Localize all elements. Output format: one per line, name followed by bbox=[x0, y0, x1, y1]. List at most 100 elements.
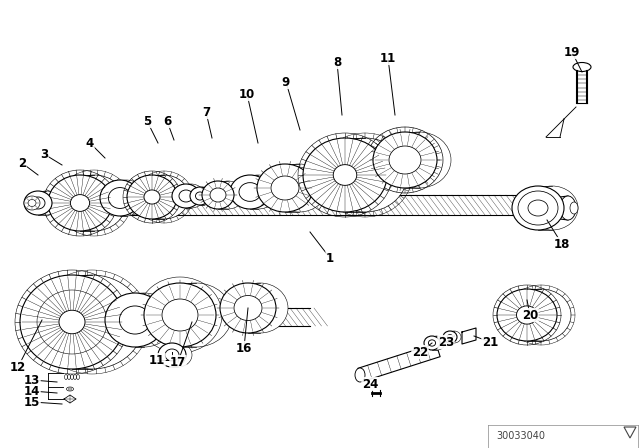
Ellipse shape bbox=[570, 202, 578, 214]
Ellipse shape bbox=[526, 186, 578, 230]
Text: 15: 15 bbox=[24, 396, 40, 409]
Ellipse shape bbox=[220, 283, 276, 333]
Ellipse shape bbox=[194, 187, 214, 205]
Ellipse shape bbox=[195, 192, 205, 200]
Ellipse shape bbox=[433, 340, 440, 346]
Ellipse shape bbox=[560, 196, 576, 220]
Text: 11: 11 bbox=[380, 52, 396, 65]
Ellipse shape bbox=[373, 132, 437, 188]
Ellipse shape bbox=[32, 191, 60, 215]
Ellipse shape bbox=[144, 283, 216, 347]
Ellipse shape bbox=[59, 310, 85, 334]
Text: 13: 13 bbox=[24, 374, 40, 387]
Text: 8: 8 bbox=[333, 56, 341, 69]
Ellipse shape bbox=[239, 183, 261, 201]
Ellipse shape bbox=[512, 186, 564, 230]
Text: 22: 22 bbox=[412, 345, 428, 358]
Ellipse shape bbox=[48, 175, 112, 231]
Ellipse shape bbox=[24, 196, 40, 210]
Text: 30033040: 30033040 bbox=[496, 431, 545, 441]
Ellipse shape bbox=[387, 132, 451, 188]
Text: 10: 10 bbox=[239, 87, 255, 100]
Text: 12: 12 bbox=[10, 361, 26, 374]
Ellipse shape bbox=[28, 199, 36, 207]
Ellipse shape bbox=[516, 306, 538, 324]
Ellipse shape bbox=[165, 349, 179, 361]
Ellipse shape bbox=[323, 138, 407, 212]
Ellipse shape bbox=[247, 183, 269, 201]
Ellipse shape bbox=[424, 336, 440, 350]
Ellipse shape bbox=[164, 343, 192, 367]
Ellipse shape bbox=[179, 190, 193, 202]
Ellipse shape bbox=[62, 175, 126, 231]
Ellipse shape bbox=[451, 335, 457, 340]
Ellipse shape bbox=[541, 199, 563, 217]
Ellipse shape bbox=[20, 275, 124, 369]
Ellipse shape bbox=[232, 283, 288, 333]
Text: 16: 16 bbox=[236, 341, 252, 354]
Ellipse shape bbox=[162, 299, 198, 331]
Ellipse shape bbox=[200, 192, 209, 200]
Ellipse shape bbox=[158, 343, 186, 367]
Ellipse shape bbox=[40, 275, 144, 369]
Ellipse shape bbox=[447, 335, 453, 340]
Ellipse shape bbox=[177, 184, 205, 208]
Ellipse shape bbox=[303, 138, 387, 212]
Ellipse shape bbox=[511, 289, 571, 341]
Text: 18: 18 bbox=[554, 237, 570, 250]
Ellipse shape bbox=[129, 306, 159, 334]
Text: 17: 17 bbox=[170, 356, 186, 369]
Ellipse shape bbox=[428, 340, 436, 346]
Ellipse shape bbox=[39, 197, 53, 209]
Ellipse shape bbox=[108, 188, 132, 208]
Ellipse shape bbox=[528, 200, 548, 216]
Text: 1: 1 bbox=[326, 251, 334, 264]
Ellipse shape bbox=[573, 63, 591, 72]
Ellipse shape bbox=[271, 164, 327, 212]
Ellipse shape bbox=[184, 190, 198, 202]
Ellipse shape bbox=[355, 368, 365, 382]
Ellipse shape bbox=[24, 191, 52, 215]
Text: 6: 6 bbox=[163, 115, 171, 128]
Ellipse shape bbox=[497, 289, 557, 341]
Ellipse shape bbox=[210, 188, 226, 202]
Ellipse shape bbox=[202, 181, 234, 209]
Ellipse shape bbox=[212, 181, 244, 209]
Ellipse shape bbox=[527, 199, 548, 217]
Text: 21: 21 bbox=[482, 336, 498, 349]
Ellipse shape bbox=[144, 190, 160, 204]
Ellipse shape bbox=[429, 336, 445, 350]
Text: 9: 9 bbox=[282, 76, 290, 89]
Ellipse shape bbox=[234, 296, 262, 320]
Text: 7: 7 bbox=[202, 105, 210, 119]
Ellipse shape bbox=[443, 331, 457, 343]
Ellipse shape bbox=[190, 187, 210, 205]
Ellipse shape bbox=[70, 194, 90, 211]
Ellipse shape bbox=[447, 331, 461, 343]
Ellipse shape bbox=[115, 188, 138, 208]
Text: 20: 20 bbox=[522, 309, 538, 322]
Ellipse shape bbox=[171, 349, 185, 361]
Text: 23: 23 bbox=[438, 336, 454, 349]
Text: 11: 11 bbox=[149, 353, 165, 366]
Ellipse shape bbox=[114, 293, 174, 347]
Ellipse shape bbox=[127, 175, 177, 219]
Text: 4: 4 bbox=[86, 137, 94, 150]
Ellipse shape bbox=[160, 283, 232, 347]
Ellipse shape bbox=[333, 165, 356, 185]
Ellipse shape bbox=[389, 146, 421, 174]
Ellipse shape bbox=[139, 175, 189, 219]
Ellipse shape bbox=[271, 176, 299, 200]
Ellipse shape bbox=[31, 197, 45, 209]
Text: 24: 24 bbox=[362, 378, 378, 391]
Text: 5: 5 bbox=[143, 115, 151, 128]
Text: 19: 19 bbox=[564, 46, 580, 59]
Ellipse shape bbox=[105, 293, 165, 347]
Ellipse shape bbox=[230, 175, 270, 209]
Ellipse shape bbox=[257, 164, 313, 212]
Text: 2: 2 bbox=[18, 156, 26, 169]
Text: 14: 14 bbox=[24, 384, 40, 397]
Ellipse shape bbox=[172, 184, 200, 208]
Ellipse shape bbox=[238, 175, 278, 209]
Ellipse shape bbox=[67, 387, 74, 391]
